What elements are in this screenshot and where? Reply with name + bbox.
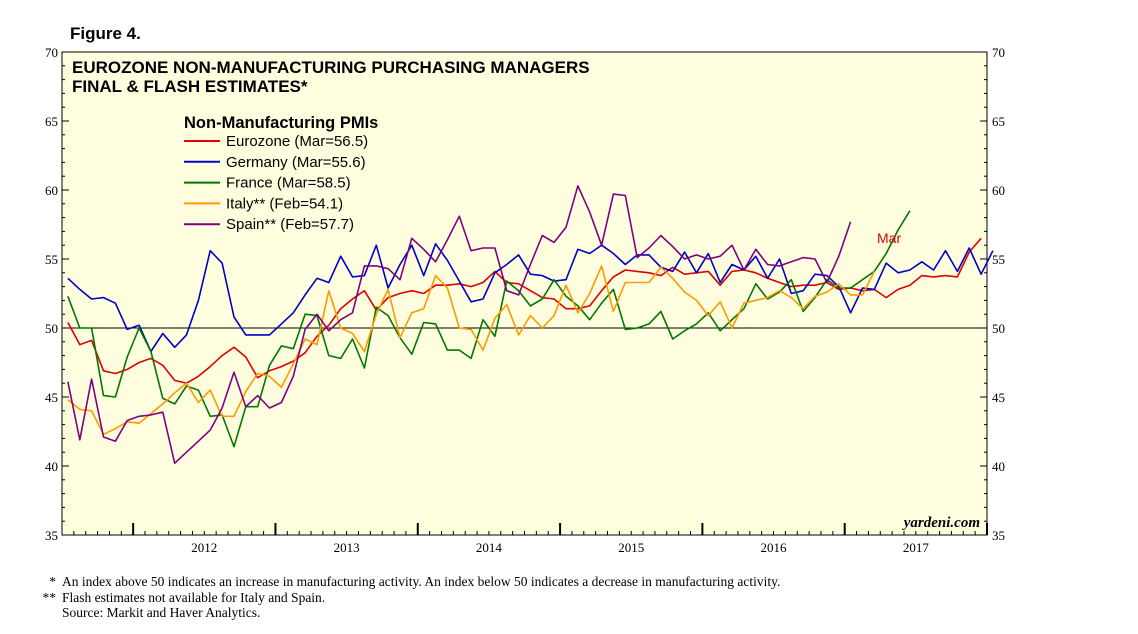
y-tick-label-right: 50 bbox=[992, 321, 1005, 336]
footnote-mark bbox=[34, 605, 62, 621]
y-tick-label-left: 35 bbox=[45, 528, 58, 543]
y-tick-label-left: 55 bbox=[45, 252, 58, 267]
y-tick-label-left: 40 bbox=[45, 459, 58, 474]
plot-area bbox=[61, 51, 988, 536]
y-tick-label-left: 45 bbox=[45, 390, 58, 405]
x-tick-label: 2012 bbox=[191, 540, 217, 555]
y-tick-label-right: 55 bbox=[992, 252, 1005, 267]
footnotes: * An index above 50 indicates an increas… bbox=[34, 574, 781, 621]
series-line-3 bbox=[67, 265, 876, 436]
y-tick-label-right: 45 bbox=[992, 390, 1005, 405]
y-tick-label-left: 70 bbox=[45, 45, 58, 60]
series-line-4 bbox=[67, 185, 852, 465]
footnote-mark: * bbox=[49, 574, 56, 589]
legend-label: Eurozone (Mar=56.5) bbox=[226, 133, 368, 150]
figure-label: Figure 4. bbox=[70, 24, 141, 43]
y-tick-label-left: 65 bbox=[45, 114, 58, 129]
y-tick-label-right: 70 bbox=[992, 45, 1005, 60]
series-line-0 bbox=[67, 237, 982, 385]
legend: Eurozone (Mar=56.5) Germany (Mar=55.6) Fra… bbox=[184, 133, 368, 233]
x-tick-label: 2016 bbox=[761, 540, 788, 555]
y-tick-label-left: 60 bbox=[45, 183, 58, 198]
y-tick-label-right: 65 bbox=[992, 114, 1005, 129]
y-tick-label-right: 60 bbox=[992, 183, 1005, 198]
legend-label: Germany (Mar=55.6) bbox=[226, 154, 366, 171]
chart-title-line-1: EUROZONE NON-MANUFACTURING PURCHASING MA… bbox=[72, 58, 590, 77]
footnote-1: * An index above 50 indicates an increas… bbox=[34, 574, 780, 590]
footnote-3: Source: Markit and Haver Analytics. bbox=[34, 605, 780, 621]
x-tick-label: 2013 bbox=[334, 540, 360, 555]
footnote-text: An index above 50 indicates an increase … bbox=[62, 574, 781, 589]
y-tick-label-right: 35 bbox=[992, 528, 1005, 543]
x-tick-label: 2014 bbox=[476, 540, 503, 555]
legend-title: Non-Manufacturing PMIs bbox=[184, 114, 378, 132]
legend-label: France (Mar=58.5) bbox=[226, 175, 351, 192]
series-end-label: Mar bbox=[877, 230, 901, 246]
series-line-2 bbox=[67, 210, 911, 448]
chart-title-line-2: FINAL & FLASH ESTIMATES* bbox=[72, 77, 308, 96]
y-tick-label-right: 40 bbox=[992, 459, 1005, 474]
footnote-text: Flash estimates not available for Italy … bbox=[62, 589, 326, 605]
footnote-mark: ** bbox=[42, 589, 57, 605]
series-line-1 bbox=[67, 243, 994, 353]
y-tick-label-left: 50 bbox=[45, 321, 58, 336]
footnote-2: ** Flash estimates not available for Ita… bbox=[34, 590, 780, 606]
x-tick-label: 2017 bbox=[903, 540, 930, 555]
footnote-text: Source: Markit and Haver Analytics. bbox=[62, 605, 261, 620]
watermark: yardeni.com bbox=[902, 515, 980, 531]
x-tick-label: 2015 bbox=[618, 540, 644, 555]
legend-label: Italy** (Feb=54.1) bbox=[226, 195, 343, 212]
legend-label: Spain** (Feb=57.7) bbox=[226, 216, 354, 233]
